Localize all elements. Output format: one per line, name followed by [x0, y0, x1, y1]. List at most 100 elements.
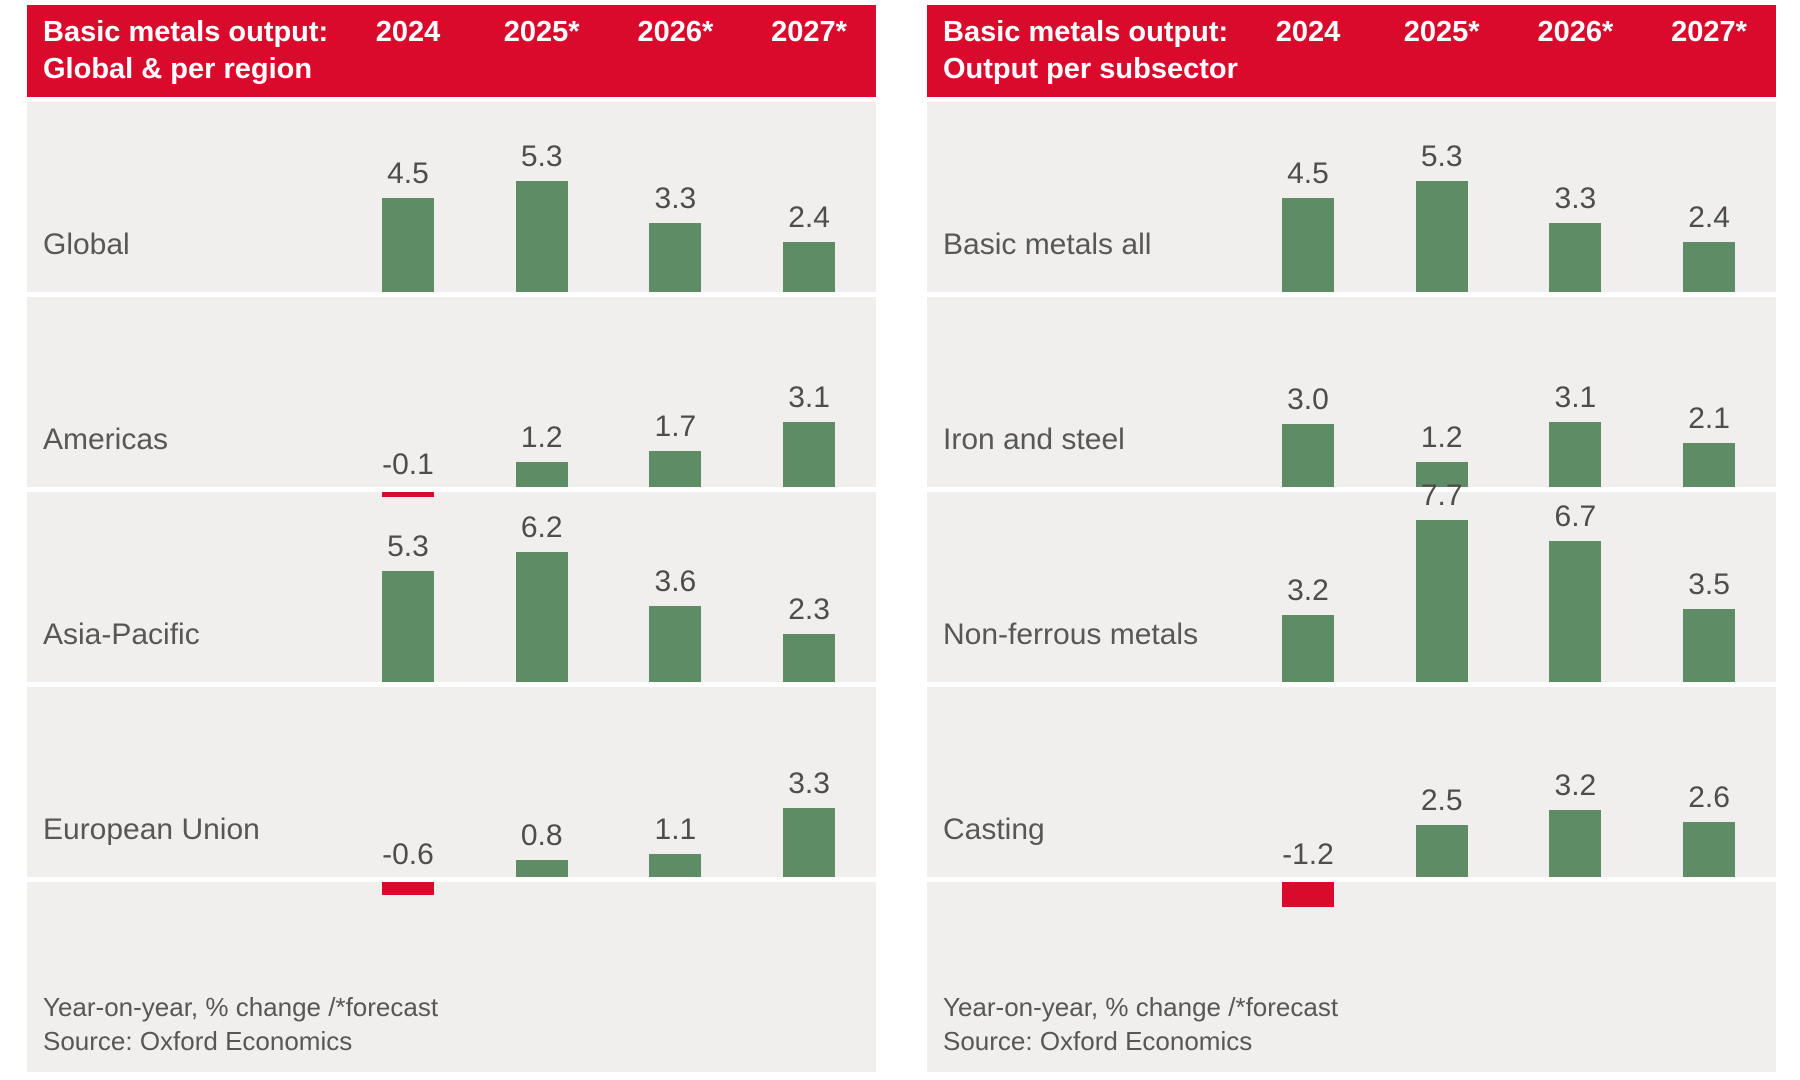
value-label: 3.3: [788, 766, 830, 800]
value-label: 4.5: [1287, 156, 1329, 190]
positive-value-bar: [649, 606, 702, 682]
row-label-cell: Americas: [27, 297, 341, 487]
bar-cell-asia-pacific-2027: 2.3: [742, 492, 876, 682]
bar-cell-casting-2026: 3.2: [1509, 687, 1643, 877]
value-label: 1.2: [1420, 420, 1463, 454]
value-label: 2.4: [788, 200, 830, 234]
value-label: 3.1: [788, 380, 830, 414]
panel-title-line-1: Basic metals output:: [943, 16, 1229, 48]
bar-cell-americas-2026: 1.7: [609, 297, 743, 487]
negative-value-bar: [381, 882, 434, 895]
bar-cell-global-2027: 2.4: [742, 102, 876, 292]
value-label: 3.3: [1554, 181, 1597, 215]
bar-cell-casting-2025: 2.5: [1375, 687, 1509, 877]
positive-value-bar: [783, 807, 836, 877]
bar-cell-iron-and-steel-2024: 3.0: [1241, 297, 1375, 487]
positive-value-bar: [1549, 541, 1602, 682]
column-header-2027: 2027*: [771, 16, 847, 48]
negative-value-bar: [1281, 882, 1334, 908]
value-label: 3.2: [1554, 768, 1597, 802]
positive-value-bar: [1683, 241, 1736, 292]
positive-value-bar: [649, 451, 702, 487]
chart-row-global: Global 4.5 5.3 3.3 2.4: [27, 102, 876, 292]
value-label: 2.3: [788, 592, 830, 626]
value-label: 2.5: [1420, 783, 1463, 817]
value-label: 5.3: [1420, 139, 1463, 173]
value-label: 3.0: [1287, 383, 1329, 416]
value-label: 0.8: [520, 819, 563, 853]
chart-row-casting: Casting -1.2 2.5 3.2 2.6: [927, 687, 1776, 908]
value-label: 2.1: [1688, 401, 1730, 435]
column-header-2025: 2025*: [503, 16, 580, 48]
positive-value-bar: [649, 222, 702, 292]
column-header-2026: 2026*: [1537, 16, 1614, 48]
positive-value-bar: [515, 860, 568, 877]
value-label: 3.5: [1688, 567, 1730, 601]
panel-subsectors-rows: Basic metals all 4.5 5.3 3.3 2.4 Iron and ste…: [927, 102, 1776, 908]
bar-cell-european-union-2025: 0.8: [475, 687, 609, 877]
bar-cell-asia-pacific-2025: 6.2: [475, 492, 609, 682]
value-label: 3.1: [1554, 380, 1597, 414]
bar-cell-basic-metals-all-2024: 4.5: [1241, 102, 1375, 292]
row-label-cell: Casting: [927, 687, 1241, 877]
row-label: Global: [43, 228, 130, 261]
bar-cell-non-ferrous-metals-2027: 3.5: [1642, 492, 1776, 682]
positive-value-bar: [1415, 461, 1468, 487]
row-label: Basic metals all: [943, 228, 1152, 261]
value-label: 1.7: [654, 410, 697, 444]
row-label-cell: Iron and steel: [927, 297, 1241, 487]
value-label: 7.7: [1420, 479, 1463, 513]
bar-cell-basic-metals-all-2027: 2.4: [1642, 102, 1776, 292]
positive-value-bar: [515, 551, 568, 682]
positive-value-bar: [381, 570, 434, 682]
bar-cell-americas-2025: 1.2: [475, 297, 609, 487]
footer-source: Source: Oxford Economics: [943, 1026, 1253, 1056]
chart-row-americas: Americas -0.1 1.2 1.7 3.1: [27, 297, 876, 497]
chart-row-non-ferrous-metals: Non-ferrous metals 3.2 7.7 6.7 3.5: [927, 480, 1776, 682]
panel-subsectors-footer: Year-on-year, % change /*forecast Source…: [927, 882, 1776, 1072]
value-label: 6.2: [520, 510, 563, 544]
panel-title-line-2: Output per subsector: [943, 53, 1238, 85]
positive-value-bar: [1549, 222, 1602, 292]
bar-cell-iron-and-steel-2027: 2.1: [1642, 297, 1776, 487]
row-label: Non-ferrous metals: [943, 618, 1199, 651]
value-label: -0.6: [382, 838, 434, 871]
panel-title-line-1: Basic metals output:: [43, 16, 329, 48]
positive-value-bar: [1683, 608, 1736, 682]
panel-subsectors: Basic metals output: Output per subsecto…: [927, 5, 1776, 1080]
bar-cell-global-2024: 4.5: [341, 102, 475, 292]
positive-value-bar: [1415, 180, 1468, 292]
positive-value-bar: [1281, 614, 1334, 682]
chart-row-asia-pacific: Asia-Pacific 5.3 6.2 3.6 2.3: [27, 492, 876, 682]
positive-value-bar: [381, 197, 434, 292]
bar-cell-casting-2024: -1.2: [1241, 687, 1375, 908]
panel-subsectors-header: Basic metals output: Output per subsecto…: [927, 5, 1776, 97]
column-header-2026: 2026*: [637, 16, 714, 48]
row-label-cell: European Union: [27, 687, 341, 877]
bar-cell-european-union-2026: 1.1: [609, 687, 743, 877]
bar-cell-global-2025: 5.3: [475, 102, 609, 292]
value-label: -1.2: [1282, 838, 1334, 871]
positive-value-bar: [783, 633, 836, 682]
negative-value-bar: [381, 492, 434, 497]
footer-note-block: Year-on-year, % change /*forecast Source…: [43, 990, 438, 1058]
bar-cell-european-union-2027: 3.3: [742, 687, 876, 877]
positive-value-bar: [1281, 424, 1334, 487]
row-label: Asia-Pacific: [43, 618, 200, 651]
value-label: 2.6: [1688, 781, 1730, 815]
chart-row-iron-and-steel: Iron and steel 3.0 1.2 3.1 2.1: [927, 297, 1776, 487]
bar-cell-americas-2024: -0.1: [341, 297, 475, 497]
bar-cell-non-ferrous-metals-2024: 3.2: [1241, 492, 1375, 682]
column-header-2027: 2027*: [1671, 16, 1747, 48]
bar-cell-asia-pacific-2024: 5.3: [341, 492, 475, 682]
panel-global-regions-header: Basic metals output: Global & per region…: [27, 5, 876, 97]
value-label: 5.3: [387, 529, 429, 563]
chart-row-basic-metals-all: Basic metals all 4.5 5.3 3.3 2.4: [927, 102, 1776, 292]
positive-value-bar: [649, 853, 702, 877]
panel-title-line-2: Global & per region: [43, 53, 313, 85]
row-label-cell: Basic metals all: [927, 102, 1241, 292]
footer-note: Year-on-year, % change /*forecast: [43, 992, 439, 1022]
value-label: 1.2: [520, 420, 563, 454]
panel-title: Basic metals output: Output per subsecto…: [927, 5, 1241, 97]
positive-value-bar: [1281, 197, 1334, 292]
